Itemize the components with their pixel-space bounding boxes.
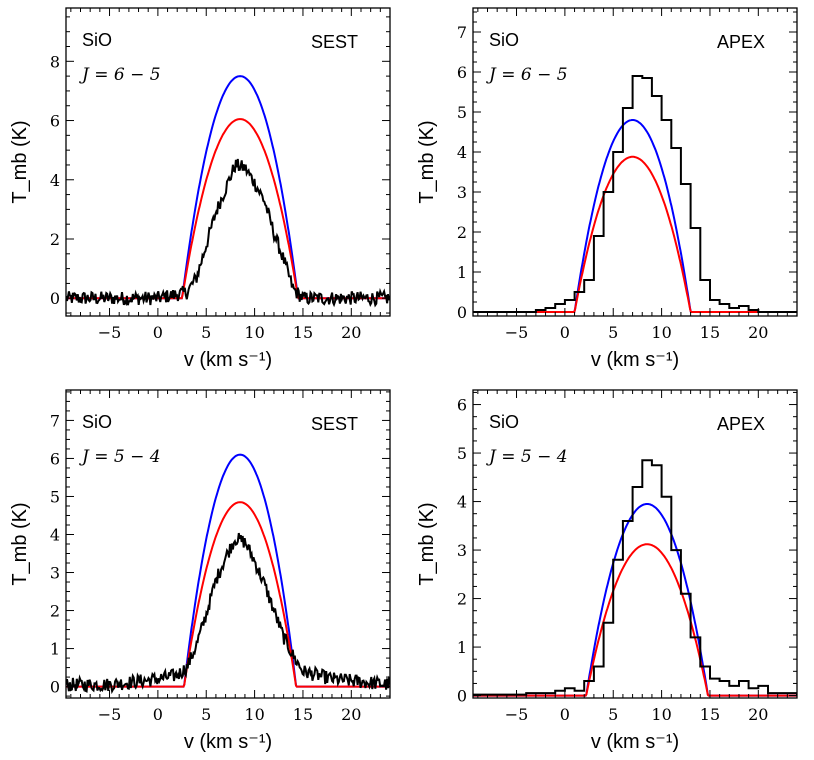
x-tick-label: −5 xyxy=(505,705,529,724)
transition-label: J = 6 − 5 xyxy=(486,65,568,85)
x-axis-label: v (km s⁻¹) xyxy=(591,731,679,753)
y-axis-label: T_mb (K) xyxy=(9,120,31,203)
red-model-line xyxy=(66,118,390,300)
telescope-label: APEX xyxy=(717,414,765,434)
molecule-label: SiO xyxy=(489,412,519,432)
blue-model-line xyxy=(473,503,797,697)
plot-area xyxy=(66,453,390,695)
x-tick-label: 20 xyxy=(341,323,361,342)
y-tick-label: 4 xyxy=(50,525,60,544)
x-tick-label: 10 xyxy=(651,705,671,724)
y-tick-label: 6 xyxy=(457,63,467,82)
y-tick-label: 5 xyxy=(50,487,60,506)
telescope-label: SEST xyxy=(311,414,358,434)
red-model-line xyxy=(66,501,390,688)
x-tick-label: 15 xyxy=(700,323,720,342)
y-tick-label: 3 xyxy=(457,541,467,560)
y-tick-label: 8 xyxy=(50,52,60,71)
x-tick-label: 5 xyxy=(608,705,618,724)
x-axis-label: v (km s⁻¹) xyxy=(184,731,272,753)
x-axis-label: v (km s⁻¹) xyxy=(591,349,679,371)
axes-frame xyxy=(472,7,798,317)
x-tick-label: −5 xyxy=(98,323,122,342)
x-tick-label: −5 xyxy=(98,705,122,724)
x-tick-label: 5 xyxy=(201,705,211,724)
y-axis-label: T_mb (K) xyxy=(416,120,438,203)
observed-spectrum-line xyxy=(473,75,797,313)
y-tick-label: 0 xyxy=(50,678,60,697)
axes-frame xyxy=(472,389,798,699)
y-tick-label: 4 xyxy=(457,493,467,512)
x-tick-label: 20 xyxy=(748,323,768,342)
y-tick-label: 2 xyxy=(457,223,467,242)
x-tick-label: 0 xyxy=(153,705,163,724)
red-model-line xyxy=(473,543,797,697)
x-tick-label: 10 xyxy=(244,705,264,724)
x-tick-label: 20 xyxy=(748,705,768,724)
y-tick-label: 0 xyxy=(457,303,467,322)
x-tick-label: 0 xyxy=(560,705,570,724)
x-tick-label: 0 xyxy=(560,323,570,342)
plot-area xyxy=(473,75,797,313)
y-tick-label: 6 xyxy=(50,449,60,468)
y-tick-label: 1 xyxy=(50,640,60,659)
y-tick-label: 2 xyxy=(457,590,467,609)
x-tick-label: 15 xyxy=(293,323,313,342)
x-tick-label: 20 xyxy=(341,705,361,724)
y-tick-label: 4 xyxy=(50,171,60,190)
y-tick-label: 0 xyxy=(457,687,467,706)
molecule-label: SiO xyxy=(82,412,112,432)
plot-area xyxy=(473,459,797,697)
red-model-line xyxy=(473,155,797,313)
axes-frame xyxy=(65,389,391,699)
y-tick-label: 4 xyxy=(457,143,467,162)
y-tick-label: 2 xyxy=(50,602,60,621)
panel-sio-6-5-sest: −5 0 5 10 15 20 0 2 4 6 8 SiO J = 6 − 5 SEST v (km s⁻¹… xyxy=(9,7,391,371)
blue-model-line xyxy=(473,119,797,313)
y-tick-label: 0 xyxy=(50,289,60,308)
plot-area xyxy=(66,75,390,308)
x-tick-label: −5 xyxy=(505,323,529,342)
y-tick-label: 7 xyxy=(50,411,60,430)
observed-spectrum-line xyxy=(66,158,390,308)
x-tick-label: 15 xyxy=(700,705,720,724)
x-tick-label: 15 xyxy=(293,705,313,724)
molecule-label: SiO xyxy=(82,30,112,50)
molecule-label: SiO xyxy=(489,30,519,50)
y-axis-label: T_mb (K) xyxy=(416,502,438,585)
panel-sio-5-4-sest: −5 0 5 10 15 20 0 1 2 3 4 5 6 7 SiO J = 5 − 4 SEST v (km … xyxy=(9,389,391,753)
y-tick-label: 2 xyxy=(50,230,60,249)
y-tick-label: 3 xyxy=(457,183,467,202)
y-tick-label: 5 xyxy=(457,444,467,463)
x-tick-label: 10 xyxy=(244,323,264,342)
transition-label: J = 5 − 4 xyxy=(79,447,161,467)
y-tick-label: 1 xyxy=(457,638,467,657)
y-tick-label: 3 xyxy=(50,564,60,583)
x-tick-label: 10 xyxy=(651,323,671,342)
y-tick-label: 5 xyxy=(457,103,467,122)
x-tick-label: 0 xyxy=(153,323,163,342)
x-tick-label: 5 xyxy=(201,323,211,342)
transition-label: J = 5 − 4 xyxy=(486,447,568,467)
axes-frame xyxy=(65,7,391,317)
y-tick-label: 6 xyxy=(50,112,60,131)
y-axis-label: T_mb (K) xyxy=(9,502,31,585)
panel-sio-5-4-apex: −5 0 5 10 15 20 0 1 2 3 4 5 6 SiO J = 5 − 4 APEX v (km s… xyxy=(416,389,798,753)
y-tick-label: 1 xyxy=(457,263,467,282)
y-tick-label: 6 xyxy=(457,396,467,415)
x-axis-label: v (km s⁻¹) xyxy=(184,349,272,371)
blue-model-line xyxy=(66,453,390,688)
telescope-label: APEX xyxy=(717,32,765,52)
telescope-label: SEST xyxy=(311,32,358,52)
blue-model-line xyxy=(66,75,390,300)
observed-spectrum-line xyxy=(66,532,390,695)
transition-label: J = 6 − 5 xyxy=(79,65,161,85)
panel-sio-6-5-apex: −5 0 5 10 15 20 0 1 2 3 4 5 6 7 SiO J = 6 − 5 APEX v (km … xyxy=(416,7,798,371)
observed-spectrum-line xyxy=(473,459,797,696)
x-tick-label: 5 xyxy=(608,323,618,342)
y-tick-label: 7 xyxy=(457,23,467,42)
